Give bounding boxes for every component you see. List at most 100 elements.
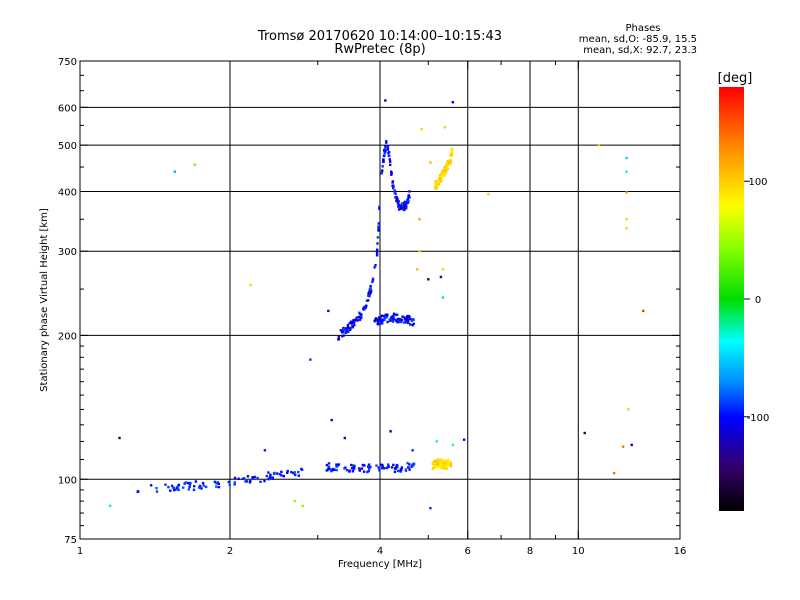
- trace-point: [328, 468, 332, 471]
- trace-point: [403, 203, 406, 206]
- echo-point: [420, 128, 423, 131]
- trace-point: [450, 150, 453, 153]
- trace-point: [297, 470, 300, 474]
- echo-point: [627, 408, 630, 411]
- trace-point: [362, 307, 365, 311]
- trace-point: [369, 284, 372, 288]
- echo-point: [443, 126, 447, 129]
- trace-point: [369, 288, 372, 292]
- trace-point: [357, 315, 360, 319]
- trace-point: [355, 316, 358, 319]
- trace-point: [381, 314, 384, 317]
- trace-point: [442, 467, 445, 470]
- trace-point: [383, 315, 386, 319]
- echo-point: [621, 445, 625, 448]
- trace-point: [376, 248, 379, 251]
- trace-point: [189, 481, 192, 485]
- trace-point: [443, 467, 446, 470]
- trace-point: [350, 463, 353, 467]
- trace-point: [403, 200, 407, 204]
- x-tick-label: 2: [227, 546, 233, 557]
- trace-point: [445, 467, 448, 470]
- trace-point: [435, 179, 439, 183]
- trace-point: [444, 169, 448, 172]
- trace-point: [183, 482, 186, 485]
- trace-point: [353, 324, 356, 327]
- trace-point: [391, 318, 394, 321]
- trace-point: [213, 480, 217, 484]
- trace-point: [449, 461, 452, 464]
- trace-point: [381, 165, 384, 168]
- trace-point: [436, 460, 439, 463]
- trace-point: [431, 461, 434, 465]
- echo-point: [384, 99, 387, 102]
- trace-point: [171, 486, 175, 489]
- echo-point: [630, 443, 633, 447]
- trace-point: [327, 465, 331, 468]
- trace-point: [364, 306, 367, 309]
- trace-point: [389, 163, 392, 167]
- trace-point: [444, 171, 447, 174]
- trace-point: [345, 469, 349, 472]
- trace-point: [383, 318, 386, 321]
- trace-point: [367, 292, 370, 295]
- trace-point: [392, 187, 395, 190]
- trace-point: [449, 464, 453, 468]
- trace-point: [216, 481, 219, 484]
- echo-point: [441, 296, 445, 299]
- trace-point: [377, 222, 381, 225]
- trace-point: [280, 474, 283, 477]
- trace-point: [387, 463, 390, 466]
- trace-point: [155, 490, 159, 493]
- trace-point: [149, 484, 153, 487]
- phases-mean-o: mean, sd,O: -85.9, 15.5: [579, 34, 697, 45]
- trace-point: [244, 480, 247, 483]
- trace-point: [269, 473, 272, 476]
- trace-point: [360, 315, 363, 318]
- trace-point: [406, 461, 409, 465]
- trace-point: [408, 317, 411, 320]
- trace-point: [387, 154, 391, 158]
- trace-point: [435, 462, 438, 466]
- echo-point: [583, 431, 586, 435]
- trace-point: [402, 207, 406, 210]
- trace-point: [377, 225, 380, 228]
- trace-point: [297, 474, 300, 477]
- trace-point: [389, 160, 392, 163]
- echo-point: [439, 275, 443, 279]
- trace-point: [440, 175, 443, 178]
- echo-point: [109, 504, 112, 507]
- trace-point: [374, 264, 377, 267]
- echo-point: [249, 283, 252, 287]
- trace-point: [408, 463, 411, 466]
- trace-point: [380, 321, 384, 324]
- trace-point: [340, 330, 344, 334]
- y-tick-label: 75: [64, 535, 77, 546]
- trace-point: [397, 205, 400, 208]
- trace-point: [326, 469, 329, 472]
- echo-point: [118, 436, 121, 440]
- trace-point: [381, 169, 384, 173]
- trace-point: [395, 195, 398, 199]
- trace-point: [399, 207, 403, 210]
- trace-point: [237, 477, 240, 480]
- trace-point: [436, 183, 439, 186]
- trace-point: [375, 254, 379, 257]
- trace-point: [411, 324, 414, 327]
- trace-point: [369, 292, 372, 295]
- trace-point: [440, 171, 443, 175]
- trace-point: [399, 320, 403, 324]
- trace-point: [397, 320, 401, 324]
- phases-mean-x: mean, sd,X: 92.7, 23.3: [583, 45, 697, 56]
- trace-point: [327, 467, 330, 470]
- trace-point: [331, 469, 334, 472]
- echo-point: [327, 309, 330, 313]
- trace-point: [263, 479, 266, 483]
- trace-point: [446, 167, 449, 171]
- trace-point: [177, 483, 181, 487]
- trace-point: [169, 489, 172, 492]
- trace-point: [248, 481, 252, 484]
- colorbar-label: [deg]: [718, 71, 753, 86]
- echo-point: [625, 227, 628, 230]
- trace-point: [408, 196, 411, 199]
